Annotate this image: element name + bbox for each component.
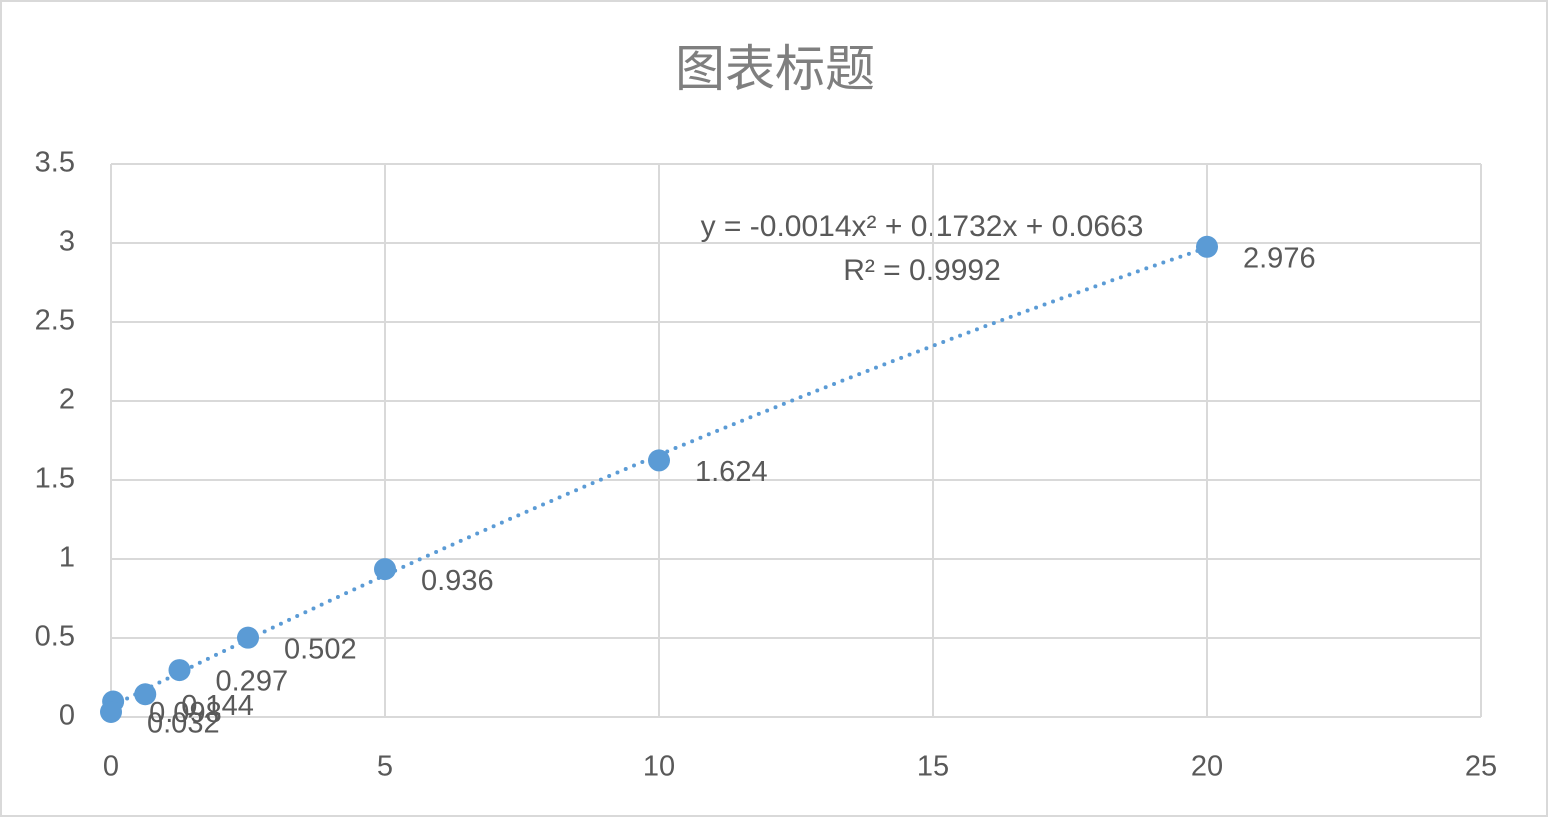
chart-title: 图表标题	[675, 41, 875, 97]
x-tick-label: 20	[1191, 751, 1223, 783]
data-label: 0.098	[149, 697, 222, 729]
data-label: 0.032	[147, 708, 220, 740]
data-label: 0.936	[421, 565, 494, 597]
data-label: 2.976	[1243, 242, 1316, 274]
y-tick-label: 0.5	[35, 621, 75, 653]
point	[237, 626, 259, 649]
y-tick-label: 1	[59, 542, 75, 574]
data-label: 0.144	[181, 690, 254, 722]
y-tick-label: 3.5	[35, 147, 75, 179]
point	[134, 683, 157, 706]
data-label: 0.297	[216, 666, 289, 698]
data-label: 0.502	[284, 633, 357, 665]
point	[168, 659, 191, 682]
data-label: 1.624	[695, 456, 768, 488]
y-tick-label: 0	[59, 700, 75, 732]
x-tick-label: 15	[917, 751, 949, 783]
x-tick-label: 10	[643, 751, 675, 783]
x-tick-label: 0	[103, 751, 119, 783]
trendline-r-squared: R² = 0.9992	[843, 254, 1001, 287]
x-tick-label: 25	[1465, 751, 1497, 783]
y-tick-label: 2.5	[35, 305, 75, 337]
point	[100, 700, 122, 723]
point	[374, 558, 396, 581]
y-tick-label: 3	[59, 226, 75, 258]
trendline-equation: y = -0.0014x² + 0.1732x + 0.0663	[701, 210, 1144, 243]
y-tick-label: 2	[59, 384, 75, 416]
x-tick-label: 5	[377, 751, 393, 783]
point	[648, 449, 670, 472]
y-tick-label: 1.5	[35, 463, 75, 495]
point	[1196, 235, 1218, 258]
